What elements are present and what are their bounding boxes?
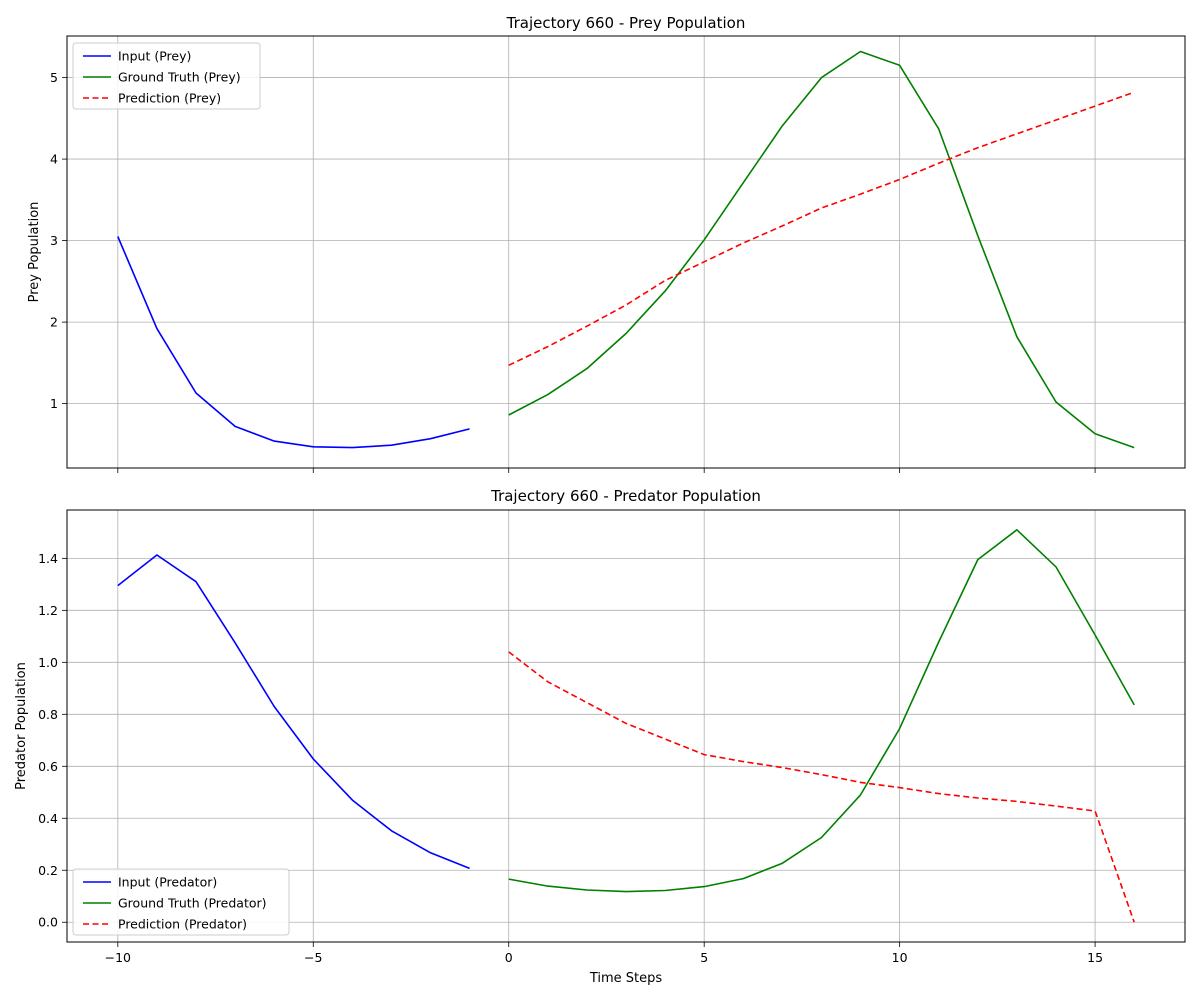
prey-series-line [508,50,1135,449]
prey-panel: Trajectory 660 - Prey Population 1 2 3 4 5 P… [27,14,1186,473]
predator-x-tick-label: 10 [892,950,908,965]
predator-x-tick-label: −10 [105,950,131,965]
predator-y-tick-label: 0.2 [38,863,58,878]
prey-series-line [117,236,470,449]
prey-legend-label: Ground Truth (Prey) [118,70,241,85]
predator-x-ticks: −10 −5 0 5 10 15 [105,942,1103,965]
predator-y-tick-label: 0.6 [38,759,58,774]
prey-legend-box [72,42,261,110]
predator-axes-frame [66,509,1186,943]
predator-x-tick-label: 15 [1087,950,1103,965]
predator-y-tick-label: 1.0 [38,655,58,670]
prey-series-line [508,91,1135,367]
predator-y-tick-label: 0.4 [38,811,58,826]
prey-y-tick-label: 4 [50,152,58,167]
predator-y-tick-label: 1.4 [38,551,58,566]
prey-y-axis-label: Prey Population [27,202,42,303]
predator-legend-label: Input (Predator) [118,875,217,890]
predator-y-ticks: 0.0 0.2 0.4 0.6 0.8 1.0 1.2 1.4 [38,551,67,930]
predator-series-line [508,528,1135,893]
prey-legend-label: Prediction (Prey) [118,91,221,106]
predator-series-line [508,651,1135,923]
predator-y-axis-label: Predator Population [14,662,29,790]
prey-x-ticks [117,468,1096,473]
prey-chart-title: Trajectory 660 - Prey Population [506,14,746,32]
predator-x-tick-label: 5 [700,950,708,965]
prey-legend-label: Input (Prey) [118,49,191,64]
predator-chart-title: Trajectory 660 - Predator Population [490,487,761,505]
predator-y-tick-label: 0.0 [38,915,58,930]
predator-legend-box [72,868,290,936]
predator-grid [67,510,1185,942]
predator-series-group [117,528,1135,923]
predator-y-tick-label: 1.2 [38,603,58,618]
predator-y-tick-label: 0.8 [38,707,58,722]
prey-axes-frame [66,35,1186,469]
prey-series-group [117,50,1135,449]
prey-y-ticks: 1 2 3 4 5 [50,70,67,411]
predator-x-tick-label: −5 [304,950,322,965]
predator-legend-label: Ground Truth (Predator) [118,896,267,911]
predator-legend-label: Prediction (Predator) [118,917,247,932]
predator-series-line [117,554,470,870]
prey-y-tick-label: 2 [50,315,58,330]
predator-x-tick-label: 0 [505,950,513,965]
predator-panel: Trajectory 660 - Predator Population −10… [14,487,1186,986]
prey-y-tick-label: 3 [50,233,58,248]
x-axis-label: Time Steps [589,971,663,986]
prey-y-tick-label: 1 [50,396,58,411]
prey-legend: Input (Prey) Ground Truth (Prey) Predictio… [72,42,261,110]
predator-legend: Input (Predator) Ground Truth (Predator) P… [72,868,290,936]
prey-y-tick-label: 5 [50,70,58,85]
